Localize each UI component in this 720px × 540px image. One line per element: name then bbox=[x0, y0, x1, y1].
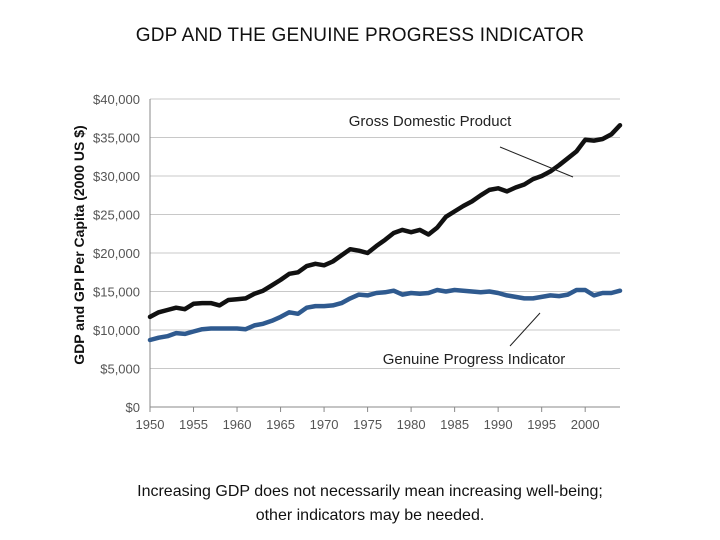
y-tick-label: $20,000 bbox=[93, 246, 140, 261]
x-tick-label: 1965 bbox=[266, 417, 295, 432]
gpi-line bbox=[147, 287, 623, 343]
y-tick-label: $10,000 bbox=[93, 323, 140, 338]
y-tick-label: $35,000 bbox=[93, 131, 140, 146]
x-tick-label: 1975 bbox=[353, 417, 382, 432]
y-tick-label: $25,000 bbox=[93, 208, 140, 223]
x-tick-label: 1980 bbox=[397, 417, 426, 432]
gpi-annotation-leader bbox=[509, 312, 541, 347]
y-tick-label: $15,000 bbox=[93, 285, 140, 300]
y-tick-label: $40,000 bbox=[93, 92, 140, 107]
x-tick-label: 1995 bbox=[527, 417, 556, 432]
chart: $0 $5,000 $10,000 $15,000 $20,000 $25,000 $30,… bbox=[93, 92, 623, 432]
caption: Increasing GDP does not necessarily mean… bbox=[137, 483, 603, 524]
y-tick-label: $30,000 bbox=[93, 169, 140, 184]
x-tick-label: 2000 bbox=[571, 417, 600, 432]
x-tick-label: 1960 bbox=[223, 417, 252, 432]
y-tick-label: $5,000 bbox=[100, 362, 140, 377]
x-tick-label: 1955 bbox=[179, 417, 208, 432]
slide-title: GDP AND THE GENUINE PROGRESS INDICATOR bbox=[135, 25, 585, 46]
y-tick-label: $0 bbox=[126, 400, 140, 415]
x-tick-label: 1950 bbox=[136, 417, 165, 432]
x-tick-label: 1985 bbox=[440, 417, 469, 432]
gdp-line bbox=[147, 122, 623, 320]
gdp-annotation: Gross Domestic Product bbox=[349, 113, 512, 130]
x-tick-label: 1990 bbox=[484, 417, 513, 432]
x-tick-label: 1970 bbox=[310, 417, 339, 432]
gpi-annotation: Genuine Progress Indicator bbox=[383, 351, 566, 368]
gdp-annotation-leader bbox=[499, 146, 574, 178]
